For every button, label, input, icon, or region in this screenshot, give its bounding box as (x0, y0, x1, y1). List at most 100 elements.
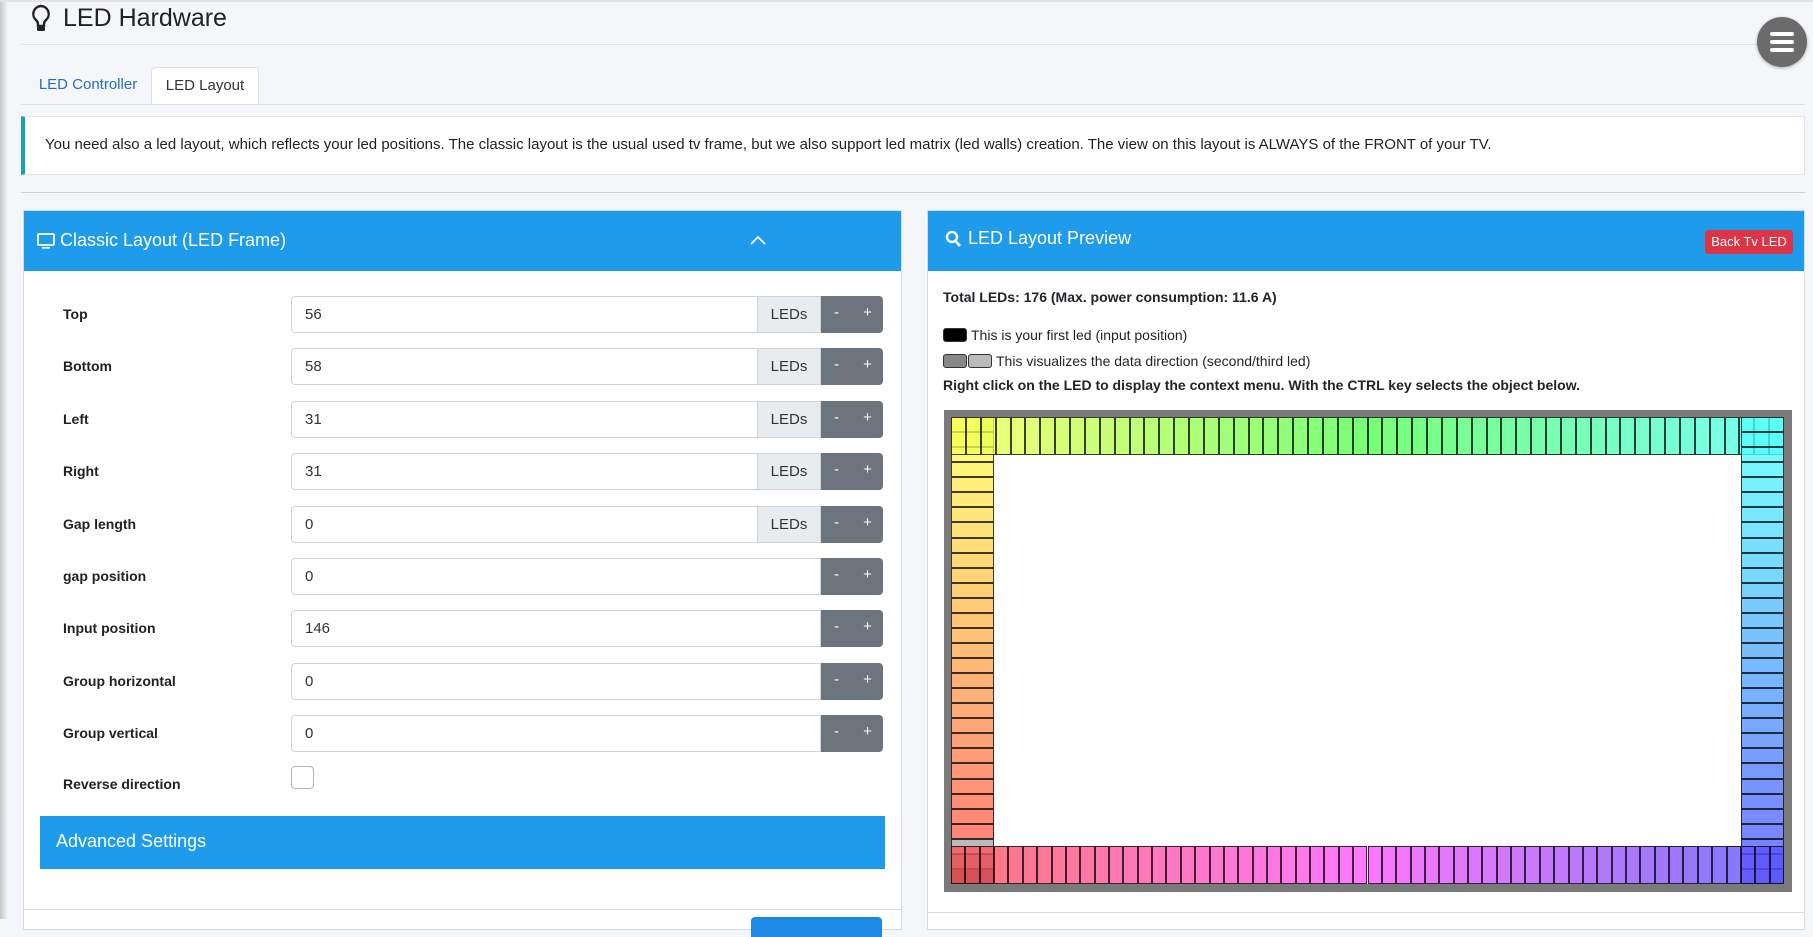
led-right[interactable] (1741, 582, 1784, 598)
top-increment-button[interactable]: + (852, 296, 883, 333)
group-vertical-increment-button[interactable]: + (852, 715, 883, 753)
led-top[interactable] (1055, 417, 1070, 455)
led-bottom[interactable] (1252, 846, 1267, 884)
led-top[interactable] (1278, 417, 1294, 455)
led-right[interactable] (1741, 612, 1784, 628)
led-top[interactable] (1516, 417, 1532, 455)
led-bottom[interactable] (965, 846, 980, 884)
left-decrement-button[interactable]: - (821, 400, 852, 438)
led-bottom[interactable] (1353, 846, 1368, 884)
led-bottom[interactable] (1626, 846, 1641, 884)
led-bottom[interactable] (1654, 846, 1670, 884)
led-bottom[interactable] (1324, 846, 1339, 884)
led-top[interactable] (1531, 417, 1546, 455)
led-right[interactable] (1741, 673, 1784, 689)
led-bottom[interactable] (1539, 846, 1555, 884)
led-bottom[interactable] (1554, 846, 1569, 884)
tab-led-controller[interactable]: LED Controller (38, 76, 138, 93)
led-top[interactable] (1233, 417, 1249, 455)
led-bottom[interactable] (1712, 846, 1727, 884)
hamburger-menu-button[interactable] (1757, 17, 1807, 67)
led-top[interactable] (1590, 417, 1606, 455)
led-top[interactable] (1635, 417, 1651, 455)
led-top[interactable] (1694, 417, 1710, 455)
left-increment-button[interactable]: + (852, 400, 883, 438)
led-left[interactable] (951, 462, 994, 478)
gap-position-decrement-button[interactable]: - (821, 558, 852, 595)
led-bottom[interactable] (1468, 846, 1483, 884)
led-top[interactable] (1084, 417, 1100, 455)
led-bottom[interactable] (1295, 846, 1311, 884)
led-top[interactable] (1203, 417, 1219, 455)
classic-layout-header[interactable]: Classic Layout (LED Frame) (24, 211, 901, 271)
led-top[interactable] (1129, 417, 1145, 455)
led-left[interactable] (951, 793, 994, 809)
led-top[interactable] (1025, 417, 1041, 455)
led-top[interactable] (1293, 417, 1308, 455)
led-right[interactable] (1741, 778, 1784, 794)
led-top[interactable] (1471, 417, 1487, 455)
led-right[interactable] (1741, 688, 1784, 704)
top-decrement-button[interactable]: - (821, 296, 852, 333)
led-bottom[interactable] (1439, 846, 1454, 884)
save-button[interactable] (751, 917, 882, 937)
group-vertical-input[interactable]: 0 (291, 715, 821, 753)
led-bottom[interactable] (1683, 846, 1698, 884)
led-right[interactable] (1741, 718, 1784, 734)
led-top[interactable] (1174, 417, 1189, 455)
led-top[interactable] (1679, 417, 1695, 455)
led-bottom[interactable] (1453, 846, 1469, 884)
input-position-input[interactable]: 146 (291, 610, 821, 648)
led-left[interactable] (951, 597, 994, 613)
led-left[interactable] (951, 703, 994, 719)
led-bottom[interactable] (1137, 846, 1153, 884)
led-top[interactable] (1159, 417, 1175, 455)
led-top[interactable] (1144, 417, 1160, 455)
led-top[interactable] (1501, 417, 1517, 455)
led-bottom[interactable] (1152, 846, 1167, 884)
led-bottom[interactable] (1482, 846, 1497, 884)
bottom-increment-button[interactable]: + (852, 348, 883, 386)
led-right[interactable] (1741, 477, 1784, 493)
led-top[interactable] (1665, 417, 1680, 455)
led-right[interactable] (1741, 627, 1784, 643)
led-right[interactable] (1741, 733, 1784, 749)
led-top[interactable] (1412, 417, 1427, 455)
led-left[interactable] (951, 808, 994, 824)
led-left[interactable] (951, 477, 994, 493)
led-bottom[interactable] (1037, 846, 1052, 884)
led-bottom[interactable] (1281, 846, 1296, 884)
led-bottom[interactable] (1769, 846, 1784, 884)
led-left[interactable] (951, 582, 994, 598)
led-bottom[interactable] (1238, 846, 1253, 884)
led-top[interactable] (1010, 417, 1026, 455)
led-top[interactable] (1427, 417, 1442, 455)
led-top[interactable] (965, 417, 981, 455)
led-top[interactable] (1040, 417, 1056, 455)
led-top[interactable] (1308, 417, 1323, 455)
led-bottom[interactable] (1080, 846, 1095, 884)
led-bottom[interactable] (1611, 846, 1626, 884)
led-left[interactable] (951, 567, 994, 583)
led-bottom[interactable] (1209, 846, 1224, 884)
led-bottom[interactable] (1008, 846, 1023, 884)
led-top[interactable] (1099, 417, 1115, 455)
led-top[interactable] (995, 417, 1011, 455)
led-right[interactable] (1741, 642, 1784, 659)
led-right[interactable] (1741, 537, 1784, 553)
led-top[interactable] (1724, 417, 1740, 455)
led-top[interactable] (1070, 417, 1085, 455)
led-left[interactable] (951, 718, 994, 734)
led-bottom[interactable] (1640, 846, 1655, 884)
led-bottom[interactable] (951, 846, 966, 884)
led-top[interactable] (1441, 417, 1457, 455)
led-bottom[interactable] (1511, 846, 1526, 884)
led-bottom[interactable] (1094, 846, 1109, 884)
led-right[interactable] (1741, 823, 1784, 839)
led-bottom[interactable] (1338, 846, 1354, 884)
led-top[interactable] (1114, 417, 1130, 455)
led-bottom[interactable] (1123, 846, 1138, 884)
led-left[interactable] (951, 688, 994, 704)
group-horizontal-decrement-button[interactable]: - (821, 662, 852, 700)
right-increment-button[interactable]: + (852, 453, 883, 491)
